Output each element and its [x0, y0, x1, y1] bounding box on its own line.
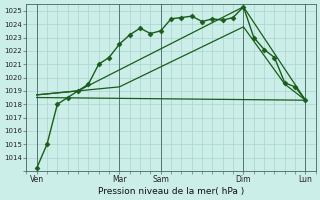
X-axis label: Pression niveau de la mer( hPa ): Pression niveau de la mer( hPa ) [98, 187, 244, 196]
